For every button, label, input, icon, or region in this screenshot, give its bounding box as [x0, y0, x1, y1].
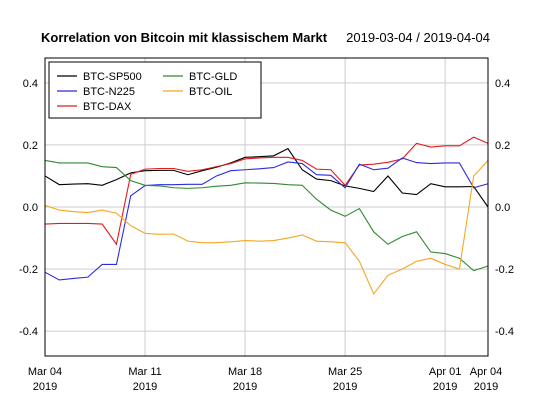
x-tick-label: Apr 01 — [429, 366, 461, 378]
y-tick-label-left: 0.4 — [23, 78, 38, 90]
x-axis: Mar 04 2019 Mar 11 2019 Mar 18 2019 Mar 25 2019… — [28, 366, 502, 393]
x-tick-year-label: 2019 — [133, 381, 157, 393]
x-tick-label: Mar 18 — [228, 366, 262, 378]
legend-label-btc-sp500: BTC-SP500 — [83, 71, 142, 83]
y-axis-right: -0.4 -0.2 0.0 0.2 0.4 — [495, 78, 514, 338]
y-axis-left: -0.4 -0.2 0.0 0.2 0.4 — [19, 78, 38, 338]
x-tick-label: Apr 04 — [470, 366, 502, 378]
series-line-btc-sp500 — [44, 147, 489, 208]
series-lines — [44, 136, 489, 295]
x-tick-year-label: 2019 — [33, 381, 57, 393]
x-tick-label: Mar 11 — [128, 366, 161, 378]
series-line-btc-dax — [44, 136, 489, 246]
y-tick-label-right: -0.2 — [495, 264, 514, 276]
y-tick-label-right: 0.2 — [495, 140, 510, 152]
x-tick-year-label: 2019 — [333, 381, 357, 393]
legend: BTC-SP500 BTC-N225 BTC-DAX BTC-GLD BTC-OIL — [48, 61, 262, 119]
x-tick-year-label: 2019 — [433, 381, 457, 393]
plot-frame — [44, 57, 489, 357]
legend-label-btc-dax: BTC-DAX — [83, 101, 132, 113]
x-tick-label: Mar 04 — [28, 366, 62, 378]
chart-title: Korrelation von Bitcoin mit klassischem … — [41, 30, 328, 45]
x-tick-label: Mar 25 — [328, 366, 362, 378]
y-tick-label-right: 0.0 — [495, 202, 510, 214]
x-tick-year-label: 2019 — [474, 381, 498, 393]
legend-label-btc-oil: BTC-OIL — [189, 86, 232, 98]
x-tick-year-label: 2019 — [233, 381, 257, 393]
y-tick-label-left: -0.4 — [19, 326, 38, 338]
y-tick-label-left: 0.0 — [23, 202, 38, 214]
legend-label-btc-gld: BTC-GLD — [189, 71, 237, 83]
y-tick-label-right: -0.4 — [495, 326, 514, 338]
chart-subtitle: 2019-03-04 / 2019-04-04 — [346, 30, 490, 45]
legend-label-btc-n225: BTC-N225 — [83, 86, 135, 98]
y-tick-label-left: -0.2 — [19, 264, 38, 276]
series-line-btc-oil — [44, 160, 489, 295]
legend-box — [48, 61, 262, 119]
series-line-btc-n225 — [44, 157, 489, 281]
y-tick-label-left: 0.2 — [23, 140, 38, 152]
series-line-btc-gld — [44, 159, 489, 272]
y-tick-label-right: 0.4 — [495, 78, 510, 90]
